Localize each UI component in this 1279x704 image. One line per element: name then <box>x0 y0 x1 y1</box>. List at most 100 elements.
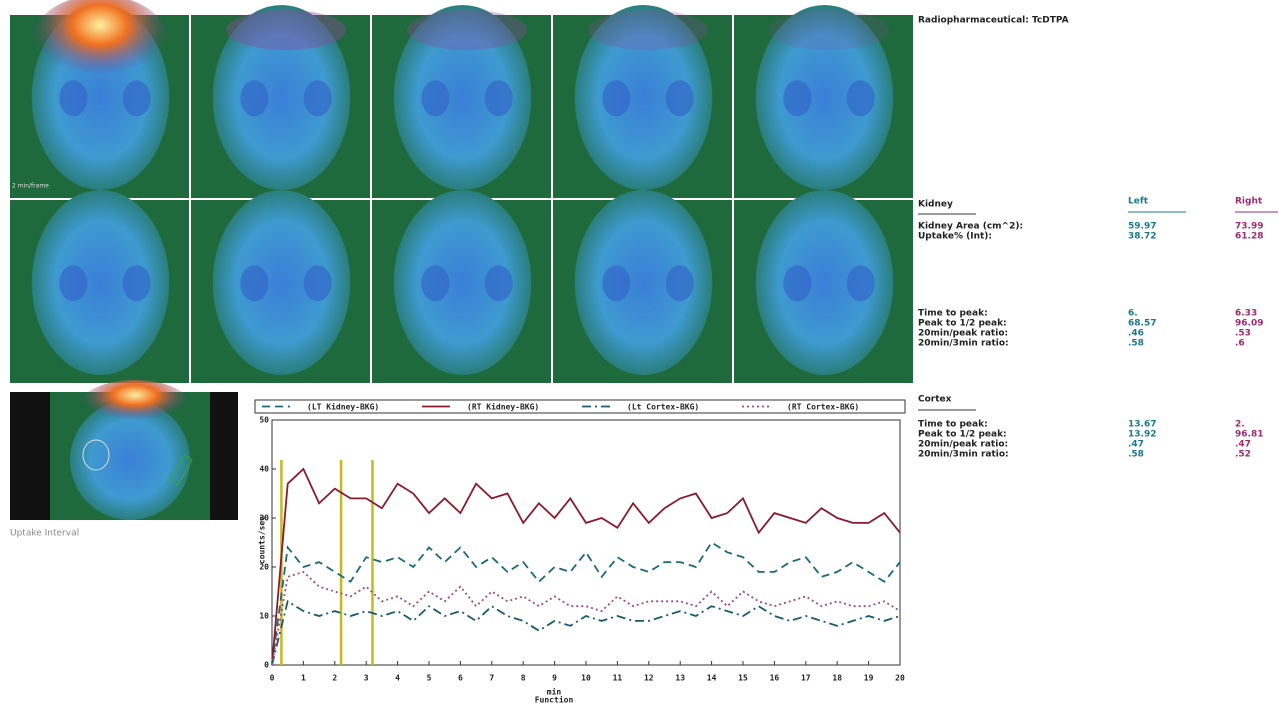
stat-label: 20min/3min ratio: <box>918 339 1009 349</box>
roi-outline <box>169 454 193 486</box>
scan-body <box>755 5 894 190</box>
x-label: min <box>547 687 562 697</box>
stat-label: 20min/peak ratio: <box>918 329 1008 339</box>
stat-label: 20min/3min ratio: <box>918 450 1009 460</box>
stat-value: 13.67 <box>1128 420 1156 430</box>
y-tick-label: 40 <box>259 465 269 474</box>
x-tick-label: 15 <box>738 674 748 683</box>
x-tick-label: 2 <box>332 674 337 683</box>
stat-value: 96.81 <box>1235 430 1263 440</box>
stat-value: 68.57 <box>1128 319 1156 329</box>
scan-kidney <box>665 80 694 117</box>
scan-kidney <box>484 265 513 302</box>
series-line <box>271 467 901 666</box>
x-tick-label: 16 <box>770 674 780 683</box>
stat-value: 2. <box>1235 420 1245 430</box>
x-label: Function <box>535 695 574 704</box>
image-caption: Uptake Interval <box>10 529 79 539</box>
stat-label: 20min/peak ratio: <box>918 440 1008 450</box>
x-tick-label: 5 <box>427 674 432 683</box>
scan-kidney <box>59 265 88 302</box>
x-tick-label: 1 <box>301 674 306 683</box>
section-header: Kidney <box>918 200 953 210</box>
col-header: Right <box>1235 197 1263 207</box>
x-tick-label: 6 <box>458 674 463 683</box>
legend-label: (Lt Cortex-BKG) <box>627 403 699 412</box>
x-tick-label: 4 <box>395 674 400 683</box>
scan-frames <box>10 0 913 520</box>
legend-label: (LT Kidney-BKG) <box>307 402 379 412</box>
stat-value: 6.33 <box>1235 309 1257 319</box>
x-tick-label: 12 <box>644 674 654 683</box>
roi-image-hot <box>80 380 190 430</box>
stat-value: .47 <box>1235 440 1251 450</box>
y-tick-label: 50 <box>259 416 269 425</box>
stat-label: Kidney Area (cm^2): <box>918 222 1023 232</box>
series-line <box>271 599 901 666</box>
stat-value: .46 <box>1128 329 1144 339</box>
scan-kidney <box>240 265 269 302</box>
scan-hot <box>588 10 708 50</box>
scan-kidney <box>846 265 875 302</box>
plot-frame <box>271 419 901 666</box>
x-tick-label: 9 <box>552 674 557 683</box>
y-label: counts/sec <box>258 516 267 564</box>
scan-kidney <box>421 265 450 302</box>
stat-value: 13.92 <box>1128 430 1156 440</box>
series-line <box>271 570 901 666</box>
stat-value: .52 <box>1235 450 1251 460</box>
report-title: Radiopharmaceutical: TcDTPA <box>918 16 1069 26</box>
x-tick-label: 8 <box>521 674 526 683</box>
x-tick-label: 14 <box>707 674 717 683</box>
stat-value: .6 <box>1235 339 1245 349</box>
stat-value: 61.28 <box>1235 232 1263 242</box>
scan-kidney <box>240 80 269 117</box>
scan-hot <box>30 0 170 95</box>
stat-label: Time to peak: <box>918 309 988 319</box>
scan-body <box>393 190 532 375</box>
series-line <box>271 541 901 666</box>
stat-label: Time to peak: <box>918 420 988 430</box>
scan-body <box>574 190 713 375</box>
stat-value: .58 <box>1128 339 1144 349</box>
stat-value: .53 <box>1235 329 1251 339</box>
stat-label: Peak to 1/2 peak: <box>918 319 1007 329</box>
x-tick-label: 10 <box>581 674 591 683</box>
stat-label: Uptake% (Int): <box>918 232 992 242</box>
scan-body <box>212 190 351 375</box>
x-tick-label: 11 <box>613 674 623 683</box>
x-tick-label: 13 <box>675 674 685 683</box>
x-tick-label: 3 <box>364 674 369 683</box>
scan-hot <box>769 10 889 50</box>
scan-hot <box>407 10 527 50</box>
roi-outline <box>82 439 110 471</box>
scan-kidney <box>122 265 151 302</box>
x-tick-label: 7 <box>489 674 494 683</box>
stats: Kidney Area (cm^2): 59.97 73.99 Uptake% (In… <box>918 222 1263 460</box>
scan-kidney <box>303 80 332 117</box>
x-tick-label: 17 <box>801 674 811 683</box>
legend-box <box>254 399 906 414</box>
scan-kidney <box>484 80 513 117</box>
scan-body <box>212 5 351 190</box>
scan-kidney <box>602 80 631 117</box>
x-tick-label: 0 <box>270 674 275 683</box>
stat-value: .58 <box>1128 450 1144 460</box>
scan-kidney <box>783 80 812 117</box>
y-tick-label: 0 <box>264 661 269 670</box>
stat-value: 73.99 <box>1235 222 1263 232</box>
legend-label: (RT Cortex-BKG) <box>787 403 859 412</box>
roi-image-center <box>70 400 190 520</box>
scan-body <box>574 5 713 190</box>
y-tick-label: 10 <box>259 612 269 621</box>
col-header: Left <box>1128 197 1149 207</box>
x-tick-label: 18 <box>832 674 842 683</box>
stat-value: 96.09 <box>1235 319 1263 329</box>
stat-value: 59.97 <box>1128 222 1156 232</box>
scan-kidney <box>303 265 332 302</box>
legend-label: (RT Kidney-BKG) <box>467 402 539 412</box>
scan-kidney <box>602 265 631 302</box>
y-tick-label: 30 <box>259 514 269 523</box>
